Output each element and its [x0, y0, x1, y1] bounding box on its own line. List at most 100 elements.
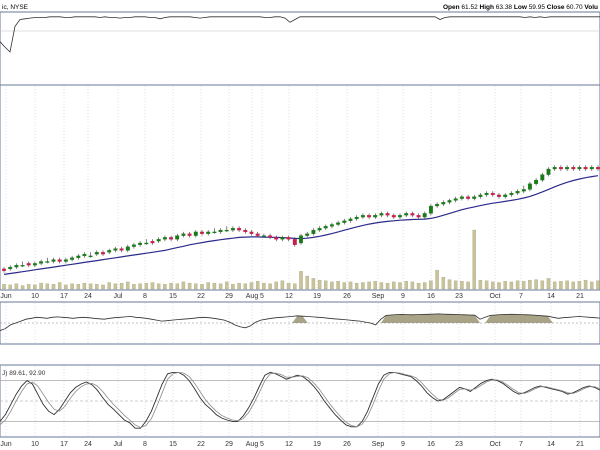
candle-body	[88, 255, 93, 258]
volume-bar	[14, 283, 19, 290]
candle-body	[565, 167, 570, 170]
volume-bar	[398, 282, 402, 290]
volume-bar	[323, 280, 328, 290]
candle-body	[497, 194, 501, 197]
volume-bar	[51, 284, 56, 290]
candle-body	[107, 250, 112, 253]
volume-bar	[317, 279, 322, 290]
candle-body	[398, 215, 402, 218]
price-x-axis: Jun 10 17 24 Jul 8 15 22 29 Aug 5 12 19 26 Sep 9 16 23 Oct…	[0, 293, 584, 300]
volume-bar	[194, 283, 198, 290]
volume-bar	[169, 282, 173, 290]
volume-bar	[144, 282, 149, 290]
stochastic-line-2	[0, 371, 600, 428]
top-indicator-line	[0, 16, 600, 53]
candle-body	[552, 167, 557, 170]
candle-body	[51, 259, 56, 262]
price-x-tick-label: 29	[225, 293, 233, 300]
candle-body	[410, 213, 415, 216]
candle-body	[187, 233, 192, 236]
volume-bar	[311, 278, 316, 290]
volume-bar	[138, 283, 142, 290]
stochastic-x-tick-label: Sep	[372, 441, 385, 448]
volume-bar	[534, 279, 538, 290]
candle-body	[169, 237, 174, 240]
stochastic-x-tick-label: 12	[285, 441, 293, 448]
volume-bar	[472, 229, 476, 290]
volume-bar	[348, 281, 353, 290]
candle-body	[144, 242, 149, 245]
stochastic-x-tick-label: Oct	[490, 441, 501, 448]
volume-bar	[305, 275, 309, 290]
price-x-tick-label: 8	[143, 293, 147, 300]
volume-bar	[385, 282, 390, 290]
volume-bar	[119, 282, 124, 290]
candle-body	[212, 231, 217, 234]
candle-body	[119, 248, 124, 251]
price-x-tick-label: 23	[455, 293, 463, 300]
stochastic-x-tick-label: 26	[343, 441, 351, 448]
candle-body	[453, 198, 458, 201]
volume-bar	[422, 282, 427, 290]
volume-bar	[262, 282, 266, 290]
volume-bar	[342, 282, 347, 290]
volume-bar	[410, 281, 415, 290]
volume-bar	[206, 282, 210, 290]
candle-body	[534, 179, 539, 184]
stochastic-layer	[0, 366, 600, 436]
volume-bar	[293, 283, 297, 290]
stochastic-x-tick-label: 15	[169, 441, 177, 448]
volume-bar	[354, 282, 359, 290]
stochastic-x-tick-label: 17	[60, 441, 68, 448]
candle-body	[193, 231, 198, 236]
price-x-tick-label: Aug	[246, 293, 259, 300]
candle-body	[515, 191, 520, 194]
volume-bar	[286, 282, 291, 290]
volume-bar	[521, 281, 526, 290]
cmf-panel	[0, 301, 600, 345]
volume-bar	[590, 281, 594, 290]
candle-body	[57, 259, 62, 262]
volume-bar	[416, 282, 421, 290]
candle-body	[459, 196, 464, 199]
price-x-tick-label: 26	[343, 293, 351, 300]
stochastic-x-axis: Jun 10 17 24 Jul 8 15 22 29 Aug 5 12 19 26 Sep 9 16 23 Oct…	[0, 441, 584, 448]
stochastic-x-tick-label: 14	[547, 441, 555, 448]
candle-body	[367, 215, 372, 218]
volume-bar	[571, 281, 575, 290]
candle-body	[156, 239, 161, 242]
volume-bar	[441, 277, 446, 290]
volume-bar	[2, 284, 6, 290]
price-x-tick-label: 7	[519, 293, 523, 300]
candle-body	[286, 237, 291, 240]
price-x-tick-label: 19	[313, 293, 321, 300]
volume-bar	[577, 281, 582, 290]
cmf-area	[0, 313, 600, 323]
volume-bar	[540, 280, 545, 290]
top-indicator-panel	[0, 11, 600, 86]
volume-bar	[392, 281, 396, 290]
price-x-tick-label: 17	[60, 293, 68, 300]
candle-body	[441, 202, 446, 205]
candle-body	[200, 231, 204, 234]
stochastic-x-tick-label: Jul	[114, 441, 123, 448]
stochastic-panel	[0, 364, 600, 438]
candle-body	[583, 167, 588, 170]
volume-bar	[447, 279, 452, 290]
volume-bar	[218, 283, 223, 290]
volume-bar	[280, 280, 285, 290]
candle-body	[540, 174, 545, 181]
stochastic-x-tick-label: 7	[519, 441, 523, 448]
candle-body	[422, 213, 427, 218]
volume-bar	[515, 280, 520, 290]
candle-body	[311, 229, 316, 234]
candle-body	[521, 189, 526, 192]
candle-body	[472, 196, 477, 199]
volume-bar	[26, 284, 31, 290]
candle-body	[379, 213, 384, 216]
price-x-tick-label: 12	[285, 293, 293, 300]
volume-bar	[243, 283, 248, 290]
volume-bar	[460, 281, 464, 290]
cmf-line	[0, 313, 600, 331]
volume-bar	[373, 281, 377, 290]
